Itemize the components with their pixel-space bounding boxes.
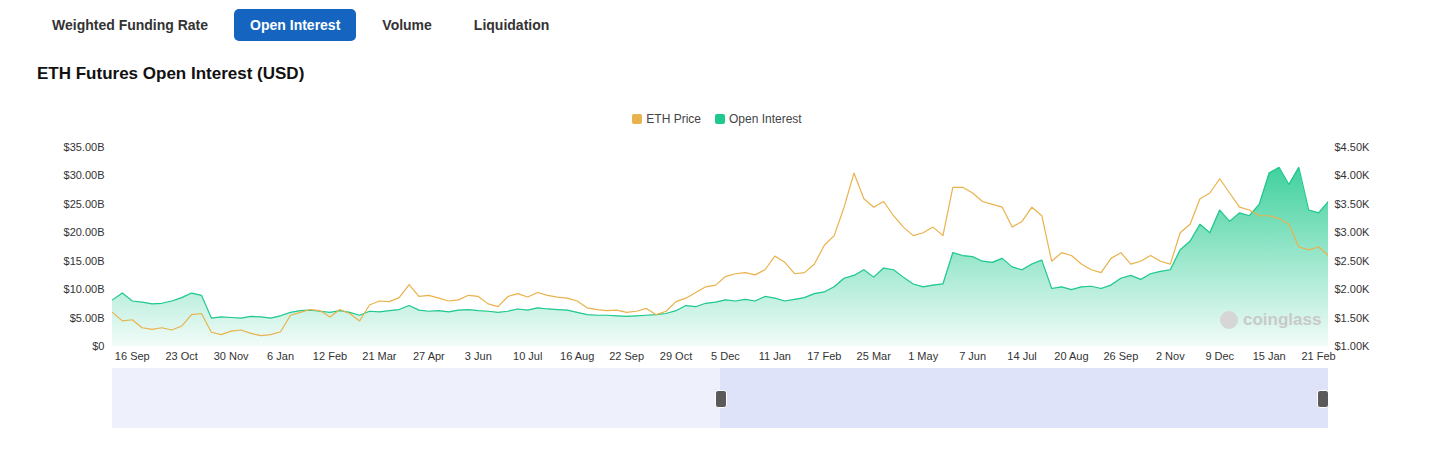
- svg-text:21 Mar: 21 Mar: [362, 350, 397, 362]
- svg-text:20 Aug: 20 Aug: [1054, 350, 1088, 362]
- svg-text:26 Sep: 26 Sep: [1103, 350, 1138, 362]
- svg-text:22 Sep: 22 Sep: [609, 350, 644, 362]
- svg-text:3 Jun: 3 Jun: [465, 350, 492, 362]
- html-text:ETH Futures Open Interest (USD: ETH Futures Open Interest (USD): [37, 64, 305, 83]
- svg-text:$5.00B: $5.00B: [70, 312, 105, 324]
- html-text:ETH Price: ETH Price: [646, 112, 701, 126]
- svg-text:$0: $0: [92, 340, 104, 352]
- html-text:Open Interest: Open Interest: [729, 112, 802, 126]
- svg-text:16 Aug: 16 Aug: [560, 350, 594, 362]
- svg-text:$25.00B: $25.00B: [64, 198, 105, 210]
- svg-text:$4.00K: $4.00K: [1335, 169, 1371, 181]
- svg-text:$1.50K: $1.50K: [1335, 312, 1371, 324]
- svg-text:$2.00K: $2.00K: [1335, 283, 1371, 295]
- svg-text:5 Dec: 5 Dec: [711, 350, 740, 362]
- svg-text:$30.00B: $30.00B: [64, 169, 105, 181]
- svg-text:7 Jun: 7 Jun: [959, 350, 986, 362]
- svg-text:$35.00B: $35.00B: [64, 141, 105, 153]
- html-text:Liquidation: Liquidation: [473, 17, 550, 33]
- svg-text:15 Jan: 15 Jan: [1253, 350, 1286, 362]
- html-text:coinglass: coinglass: [1243, 310, 1322, 329]
- svg-text:$10.00B: $10.00B: [64, 283, 105, 295]
- svg-text:10 Jul: 10 Jul: [513, 350, 542, 362]
- svg-text:21 Feb: 21 Feb: [1301, 350, 1335, 362]
- svg-text:9 Dec: 9 Dec: [1205, 350, 1234, 362]
- svg-text:27 Apr: 27 Apr: [413, 350, 445, 362]
- svg-text:14 Jul: 14 Jul: [1007, 350, 1036, 362]
- svg-text:1 May: 1 May: [908, 350, 938, 362]
- svg-text:$15.00B: $15.00B: [64, 255, 105, 267]
- svg-text:29 Oct: 29 Oct: [660, 350, 692, 362]
- svg-text:$4.50K: $4.50K: [1335, 141, 1371, 153]
- html-text:Open Interest: Open Interest: [250, 17, 341, 33]
- svg-text:17 Feb: 17 Feb: [807, 350, 841, 362]
- svg-text:30 Nov: 30 Nov: [214, 350, 249, 362]
- svg-text:23 Oct: 23 Oct: [166, 350, 198, 362]
- svg-text:12 Feb: 12 Feb: [313, 350, 347, 362]
- svg-text:$3.50K: $3.50K: [1335, 198, 1371, 210]
- svg-text:2 Nov: 2 Nov: [1156, 350, 1185, 362]
- svg-text:25 Mar: 25 Mar: [857, 350, 892, 362]
- svg-text:$20.00B: $20.00B: [64, 226, 105, 238]
- html-text:Weighted Funding Rate: Weighted Funding Rate: [52, 17, 209, 33]
- svg-text:6 Jan: 6 Jan: [267, 350, 294, 362]
- html-text:Volume: Volume: [382, 17, 432, 33]
- svg-text:$2.50K: $2.50K: [1335, 255, 1371, 267]
- svg-text:11 Jan: 11 Jan: [759, 350, 791, 362]
- svg-text:16 Sep: 16 Sep: [115, 350, 150, 362]
- svg-text:$1.00K: $1.00K: [1335, 340, 1371, 352]
- svg-text:$3.00K: $3.00K: [1335, 226, 1371, 238]
